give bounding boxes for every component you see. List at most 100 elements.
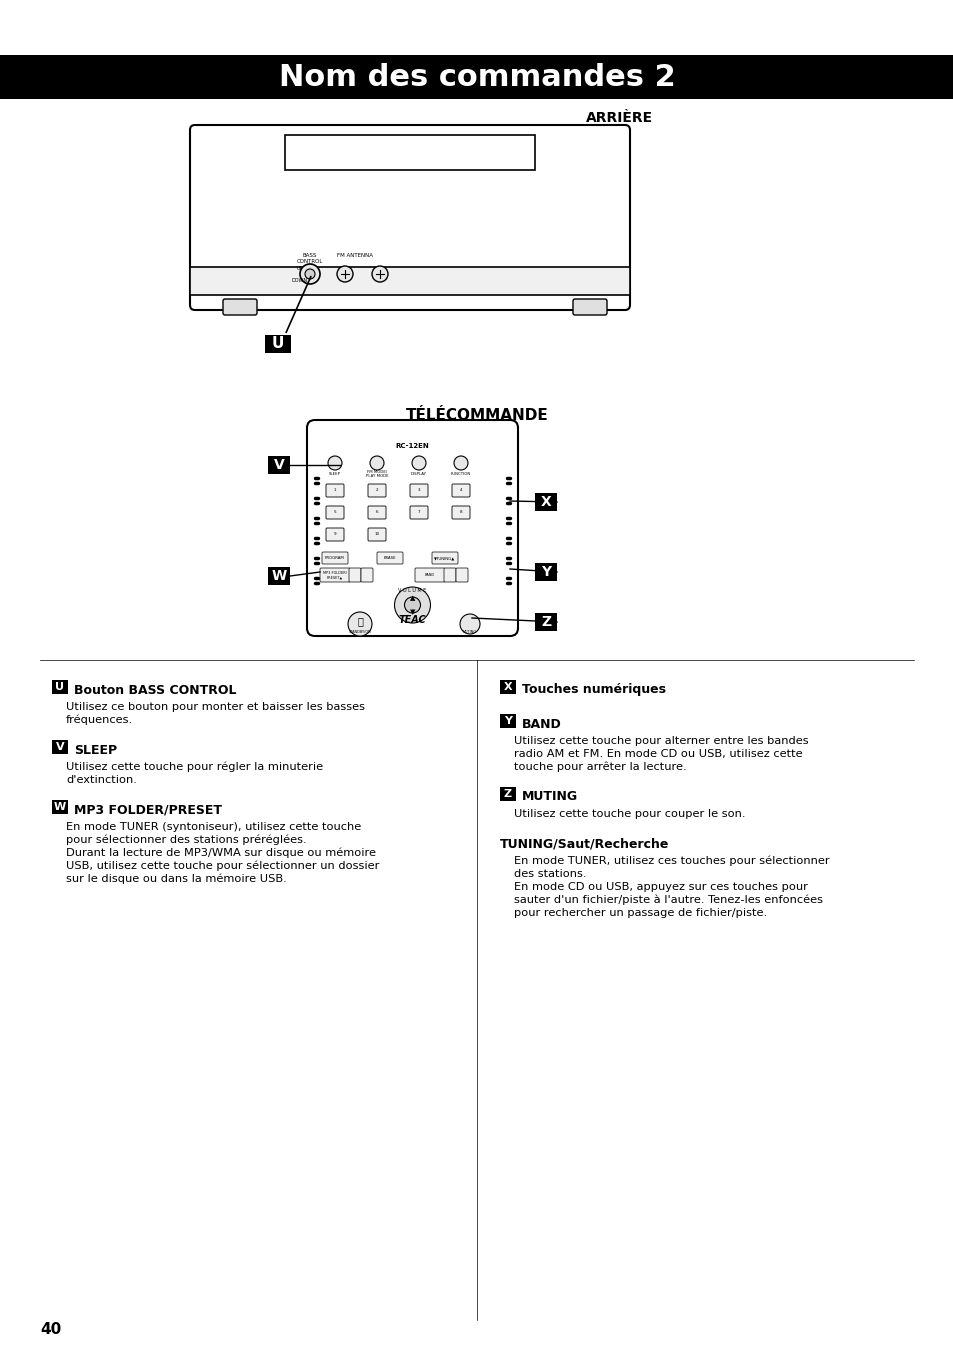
Text: Y: Y [503,716,512,725]
Text: SLEEP: SLEEP [74,743,117,757]
Text: pour rechercher un passage de fichier/piste.: pour rechercher un passage de fichier/pi… [514,909,766,918]
Text: RC-12EN: RC-12EN [395,443,429,449]
Circle shape [404,597,420,613]
Text: fréquences.: fréquences. [66,715,133,725]
Text: Y: Y [540,565,551,579]
Text: FM MODE/
PLAY MODE: FM MODE/ PLAY MODE [365,469,388,479]
Text: 2: 2 [375,488,378,492]
FancyBboxPatch shape [360,568,373,582]
Text: Z: Z [540,616,551,629]
Text: 3: 3 [417,488,420,492]
Text: X: X [540,495,551,508]
Text: 40: 40 [40,1322,61,1337]
Text: sauter d'un fichier/piste à l'autre. Tenez-les enfoncées: sauter d'un fichier/piste à l'autre. Ten… [514,895,822,906]
Bar [499,786,516,801]
Circle shape [395,587,430,622]
Text: FM ANTENNA: FM ANTENNA [336,254,373,258]
FancyBboxPatch shape [452,506,470,519]
FancyBboxPatch shape [456,568,468,582]
Text: ARRIÈRE: ARRIÈRE [586,111,653,125]
Bar [0,56,953,99]
Text: En mode CD ou USB, appuyez sur ces touches pour: En mode CD ou USB, appuyez sur ces touch… [514,881,807,892]
Text: ▼TUNING▲: ▼TUNING▲ [434,556,456,560]
FancyBboxPatch shape [368,527,386,541]
FancyBboxPatch shape [326,506,344,519]
Text: En mode TUNER (syntoniseur), utilisez cette touche: En mode TUNER (syntoniseur), utilisez ce… [66,822,361,833]
Text: TÉLÉCOMMANDE: TÉLÉCOMMANDE [405,408,548,423]
Text: 10: 10 [374,532,379,536]
Text: BASS
CONTROL: BASS CONTROL [296,254,323,264]
Text: FUNCTION: FUNCTION [451,472,471,476]
FancyBboxPatch shape [349,568,360,582]
Circle shape [328,456,341,471]
Text: PROGRAM: PROGRAM [325,556,345,560]
FancyBboxPatch shape [326,527,344,541]
Text: Utilisez cette touche pour alterner entre les bandes: Utilisez cette touche pour alterner entr… [514,736,808,746]
Text: W: W [53,801,66,812]
Text: ⏻: ⏻ [356,616,362,626]
Text: DISPLAY: DISPLAY [411,472,427,476]
FancyBboxPatch shape [432,552,457,564]
Text: Durant la lecture de MP3/WMA sur disque ou mémoire: Durant la lecture de MP3/WMA sur disque … [66,848,375,858]
Circle shape [454,456,468,471]
Circle shape [336,266,353,282]
Text: MUTING: MUTING [462,631,476,635]
Text: ▼: ▼ [410,609,415,616]
Circle shape [348,612,372,636]
Text: Utilisez cette touche pour couper le son.: Utilisez cette touche pour couper le son… [514,810,744,819]
FancyBboxPatch shape [368,506,386,519]
FancyBboxPatch shape [319,568,350,582]
Text: 5: 5 [334,510,336,514]
Text: touche pour arrêter la lecture.: touche pour arrêter la lecture. [514,762,686,773]
Bar [52,800,68,814]
Text: MP3 FOLDER/PRESET: MP3 FOLDER/PRESET [74,804,222,816]
FancyBboxPatch shape [573,300,606,315]
FancyBboxPatch shape [223,300,256,315]
FancyBboxPatch shape [376,552,402,564]
Bar [285,136,535,170]
Text: ERASE: ERASE [383,556,395,560]
Bar [52,740,68,754]
Circle shape [305,268,314,279]
Text: d'extinction.: d'extinction. [66,776,136,785]
FancyBboxPatch shape [326,484,344,498]
Bar [52,679,68,694]
FancyBboxPatch shape [415,568,444,582]
Bar [268,456,290,475]
FancyBboxPatch shape [190,125,629,311]
Text: U: U [272,336,284,351]
Text: TUNING/Saut/Recherche: TUNING/Saut/Recherche [499,838,669,850]
Text: Utilisez cette touche pour régler la minuterie: Utilisez cette touche pour régler la min… [66,762,323,773]
Text: BAND: BAND [424,574,435,578]
Text: Touches numériques: Touches numériques [521,683,665,697]
Text: 1: 1 [334,488,335,492]
Text: 7: 7 [417,510,420,514]
Bar [535,494,557,511]
Circle shape [299,264,319,283]
Text: Z: Z [503,789,512,799]
Bar [190,267,629,296]
Text: V: V [55,742,64,753]
FancyBboxPatch shape [410,484,428,498]
Text: MP3 FOLDER/
PRESET▲: MP3 FOLDER/ PRESET▲ [323,571,347,579]
Text: V O L U M E: V O L U M E [398,587,426,593]
Text: DOWN: DOWN [292,278,308,283]
Text: V: V [274,458,284,472]
FancyBboxPatch shape [322,552,348,564]
FancyBboxPatch shape [307,420,517,636]
Text: 8: 8 [459,510,462,514]
Text: Bouton BASS CONTROL: Bouton BASS CONTROL [74,683,236,697]
Text: 4: 4 [459,488,462,492]
Bar [499,715,516,728]
Circle shape [372,266,388,282]
FancyBboxPatch shape [368,484,386,498]
Circle shape [412,456,426,471]
Text: 9: 9 [334,532,336,536]
Text: radio AM et FM. En mode CD ou USB, utilisez cette: radio AM et FM. En mode CD ou USB, utili… [514,749,801,759]
Text: Utilisez ce bouton pour monter et baisser les basses: Utilisez ce bouton pour monter et baisse… [66,702,365,712]
FancyBboxPatch shape [443,568,456,582]
Text: UP: UP [296,267,303,271]
Text: USB, utilisez cette touche pour sélectionner un dossier: USB, utilisez cette touche pour sélectio… [66,861,379,872]
Bar [535,563,557,580]
Text: U: U [55,682,65,692]
